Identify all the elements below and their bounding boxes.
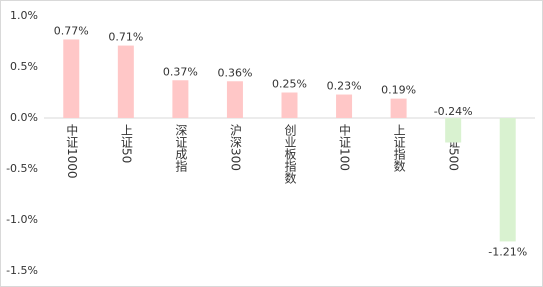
bar	[281, 92, 298, 118]
bar	[117, 45, 134, 118]
value-label: 0.36%	[217, 66, 252, 79]
x-tick-label: 沪深300	[228, 124, 242, 171]
y-tick-label: -1.0%	[6, 213, 38, 226]
x-tick-label: 中证100	[338, 123, 352, 171]
y-tick-label: -1.5%	[6, 264, 38, 277]
bar	[226, 81, 243, 118]
x-tick-label: 上证50	[119, 124, 133, 164]
x-tick-label: 中证1000	[65, 123, 79, 179]
bar	[336, 94, 353, 118]
x-tick-label: 创业板指数	[283, 124, 297, 185]
y-tick-label: 0.0%	[10, 111, 38, 124]
value-label: 0.23%	[327, 80, 362, 93]
value-label: -0.24%	[434, 105, 473, 118]
value-label: 0.19%	[381, 84, 416, 97]
x-tick-label: 深证成指	[174, 124, 188, 173]
value-label: 0.37%	[163, 65, 198, 78]
y-tick-label: 0.5%	[10, 60, 38, 73]
bar	[499, 118, 516, 242]
bar	[63, 39, 80, 118]
value-label: 0.71%	[108, 31, 143, 44]
y-tick-label: -0.5%	[6, 162, 38, 175]
value-label: 0.25%	[272, 78, 307, 91]
y-tick-label: 1.0%	[10, 9, 38, 22]
bar	[445, 118, 462, 143]
value-label: -1.21%	[488, 245, 527, 258]
x-tick-label: 上证指数	[392, 124, 406, 173]
value-label: 0.77%	[54, 24, 89, 37]
bar	[390, 98, 407, 118]
bar	[172, 80, 189, 118]
